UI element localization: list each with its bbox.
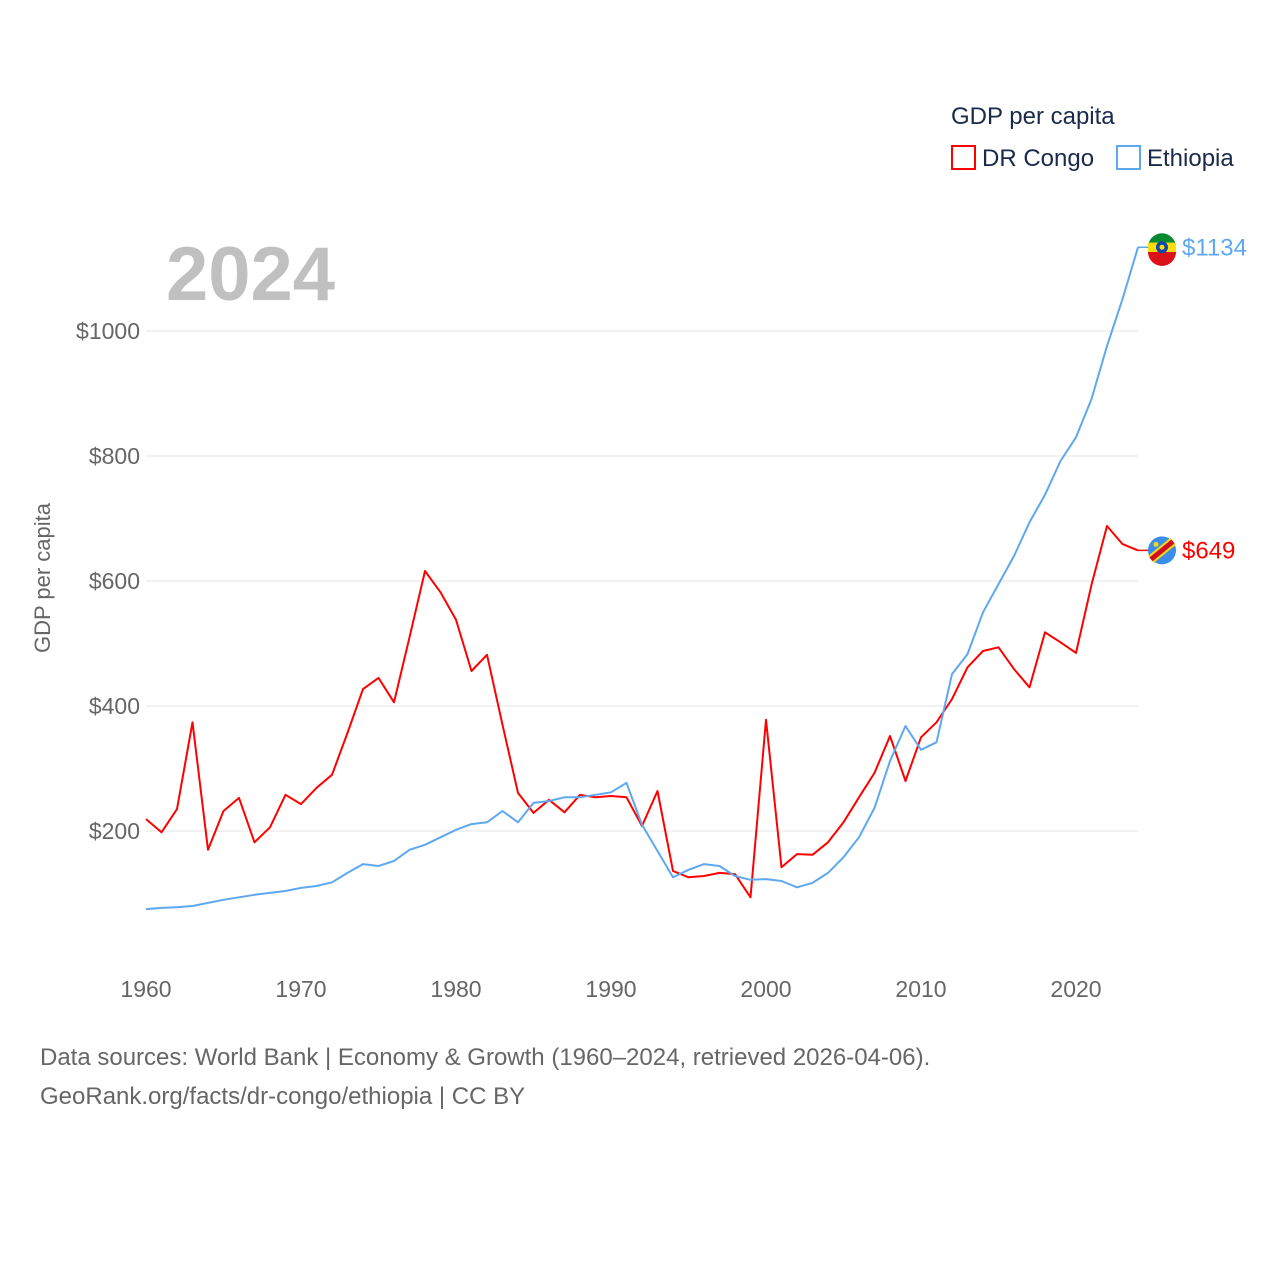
series-line-ethiopia: [145, 247, 1139, 911]
x-tick-label: 2000: [740, 976, 791, 1002]
ethiopia-flag-icon: [1148, 233, 1176, 266]
footer-sources: Data sources: World Bank | Economy & Gro…: [40, 1044, 931, 1071]
legend-swatch-ethiopia: [1116, 145, 1141, 170]
legend-label-dr-congo[interactable]: DR Congo: [982, 145, 1094, 172]
series-lines: [145, 247, 1139, 911]
x-tick-label: 1960: [120, 976, 171, 1002]
y-tick-label: $800: [89, 443, 140, 469]
x-axis: 1960 1970 1980 1990 2000 2010 2020: [120, 976, 1101, 1002]
legend-label-ethiopia[interactable]: Ethiopia: [1147, 145, 1234, 172]
y-tick-label: $400: [89, 693, 140, 719]
legend: GDP per capita DR Congo Ethiopia: [951, 103, 1234, 172]
grid-lines: [146, 330, 1138, 832]
end-value-label-dr-congo: $649: [1182, 537, 1235, 564]
current-year-label: 2024: [166, 232, 335, 317]
x-tick-label: 2010: [895, 976, 946, 1002]
y-tick-label: $1000: [76, 318, 140, 344]
y-tick-label: $600: [89, 568, 140, 594]
series-line-dr-congo: [145, 525, 1139, 899]
legend-title: GDP per capita: [951, 103, 1115, 130]
end-value-label-ethiopia: $1134: [1182, 234, 1247, 261]
y-axis: $200 $400 $600 $800 $1000: [76, 318, 140, 844]
x-tick-label: 1980: [430, 976, 481, 1002]
footer-link[interactable]: GeoRank.org/facts/dr-congo/ethiopia | CC…: [40, 1083, 526, 1110]
y-axis-label: GDP per capita: [30, 502, 55, 653]
y-tick-label: $200: [89, 818, 140, 844]
dr-congo-flag-icon: [1148, 536, 1176, 565]
x-tick-label: 1970: [275, 976, 326, 1002]
legend-swatch-dr-congo: [951, 145, 976, 170]
x-tick-label: 1990: [585, 976, 636, 1002]
series-end-markers: $649 $1134: [1138, 233, 1247, 565]
x-tick-label: 2020: [1050, 976, 1101, 1002]
